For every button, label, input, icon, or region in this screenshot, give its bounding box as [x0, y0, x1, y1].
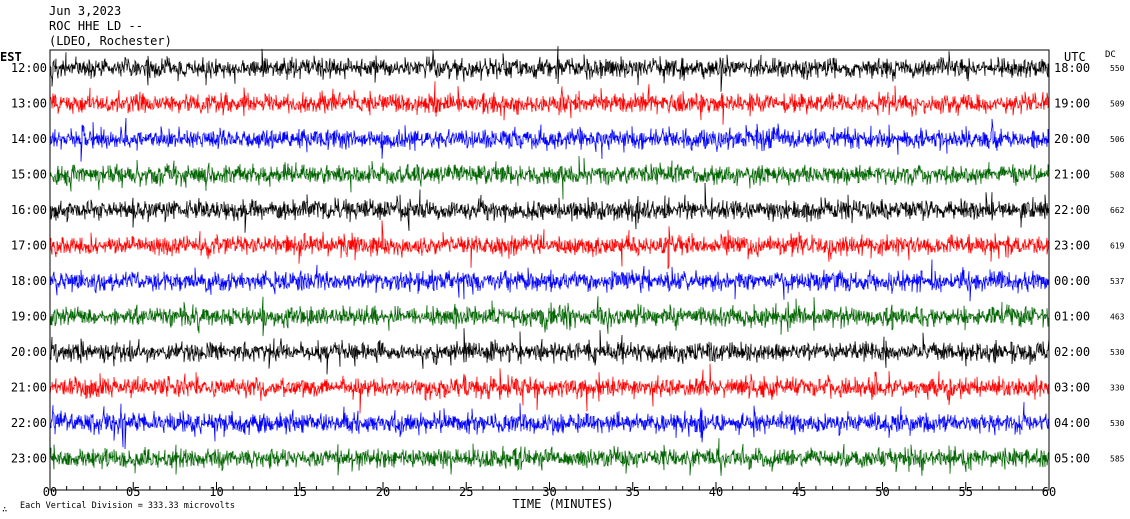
x-axis-ticks: 00 05 10 15 20 25 30 35 40 45 50 55 60: [43, 482, 1056, 499]
est-label: 15:00: [11, 168, 47, 182]
est-label: 12:00: [11, 61, 47, 75]
header-network: (LDEO, Rochester): [49, 34, 172, 48]
x-tick-label: 15: [293, 485, 307, 499]
dc-value: 662: [1110, 206, 1125, 215]
utc-label: 00:00: [1054, 274, 1090, 288]
trace-line-1200: [49, 46, 1050, 92]
dc-value: 537: [1110, 277, 1125, 286]
est-label: 20:00: [11, 345, 47, 359]
trace-line-1900: [49, 296, 1050, 337]
utc-label: 20:00: [1054, 132, 1090, 146]
utc-label: 05:00: [1054, 452, 1090, 466]
x-tick-label: 40: [709, 485, 723, 499]
trace-line-2300: [49, 438, 1050, 476]
trace-line-1300: [49, 81, 1050, 125]
est-label: 17:00: [11, 239, 47, 253]
trace-line-2100: [49, 363, 1050, 414]
x-tick-label: 20: [376, 485, 390, 499]
trace-line-1500: [49, 155, 1050, 200]
logo-mark: ∴: [2, 505, 7, 515]
utc-label: 01:00: [1054, 310, 1090, 324]
x-axis-label: TIME (MINUTES): [512, 497, 613, 511]
est-label: 23:00: [11, 452, 47, 466]
left-zone-label: EST: [0, 50, 22, 64]
dc-value: 509: [1110, 100, 1125, 109]
dc-header-label: DC: [1105, 50, 1116, 60]
dc-value: 530: [1110, 419, 1125, 428]
utc-label: 18:00: [1054, 61, 1090, 75]
x-tick-label: 00: [43, 485, 57, 499]
est-label: 18:00: [11, 274, 47, 288]
est-label: 16:00: [11, 203, 47, 217]
x-tick-label: 45: [792, 485, 806, 499]
dc-value: 585: [1110, 455, 1125, 464]
trace-line-1800: [49, 259, 1050, 302]
utc-label: 21:00: [1054, 168, 1090, 182]
right-zone-label: UTC: [1064, 50, 1086, 64]
utc-label: 02:00: [1054, 345, 1090, 359]
utc-label: 22:00: [1054, 203, 1090, 217]
est-label: 13:00: [11, 97, 47, 111]
trace-line-2200: [49, 402, 1050, 450]
x-tick-label: 60: [1042, 485, 1056, 499]
trace-line-1400: [49, 117, 1050, 162]
utc-label: 04:00: [1054, 416, 1090, 430]
trace-group: [49, 46, 1050, 476]
est-label: 22:00: [11, 416, 47, 430]
x-tick-label: 30: [542, 485, 556, 499]
x-tick-label: 55: [959, 485, 973, 499]
scale-note: Each Vertical Division = 333.33 microvol…: [20, 501, 235, 511]
est-label: 21:00: [11, 381, 47, 395]
header-date: Jun 3,2023: [49, 4, 122, 18]
est-label: 14:00: [11, 132, 47, 146]
utc-label: 03:00: [1054, 381, 1090, 395]
trace-line-1600: [49, 182, 1050, 233]
dc-value: 463: [1110, 313, 1125, 322]
utc-label: 23:00: [1054, 239, 1090, 253]
trace-line-1700: [49, 220, 1050, 270]
header-station: ROC HHE LD --: [49, 19, 143, 33]
dc-value: 506: [1110, 135, 1125, 144]
dc-value: 550: [1110, 64, 1125, 73]
dc-value: 330: [1110, 384, 1125, 393]
x-tick-label: 50: [875, 485, 889, 499]
dc-value: 530: [1110, 348, 1125, 357]
dc-value: 619: [1110, 242, 1125, 251]
utc-label: 19:00: [1054, 97, 1090, 111]
dc-value: 508: [1110, 171, 1125, 180]
trace-line-2000: [49, 328, 1050, 375]
x-tick-label: 35: [626, 485, 640, 499]
est-label: 19:00: [11, 310, 47, 324]
x-tick-label: 10: [209, 485, 223, 499]
time-labels: 12:00 18:00 550 13:00 19:00 509 14:00 20:00 506 1…: [11, 61, 1125, 466]
x-tick-label: 05: [126, 485, 140, 499]
x-tick-label: 25: [459, 485, 473, 499]
